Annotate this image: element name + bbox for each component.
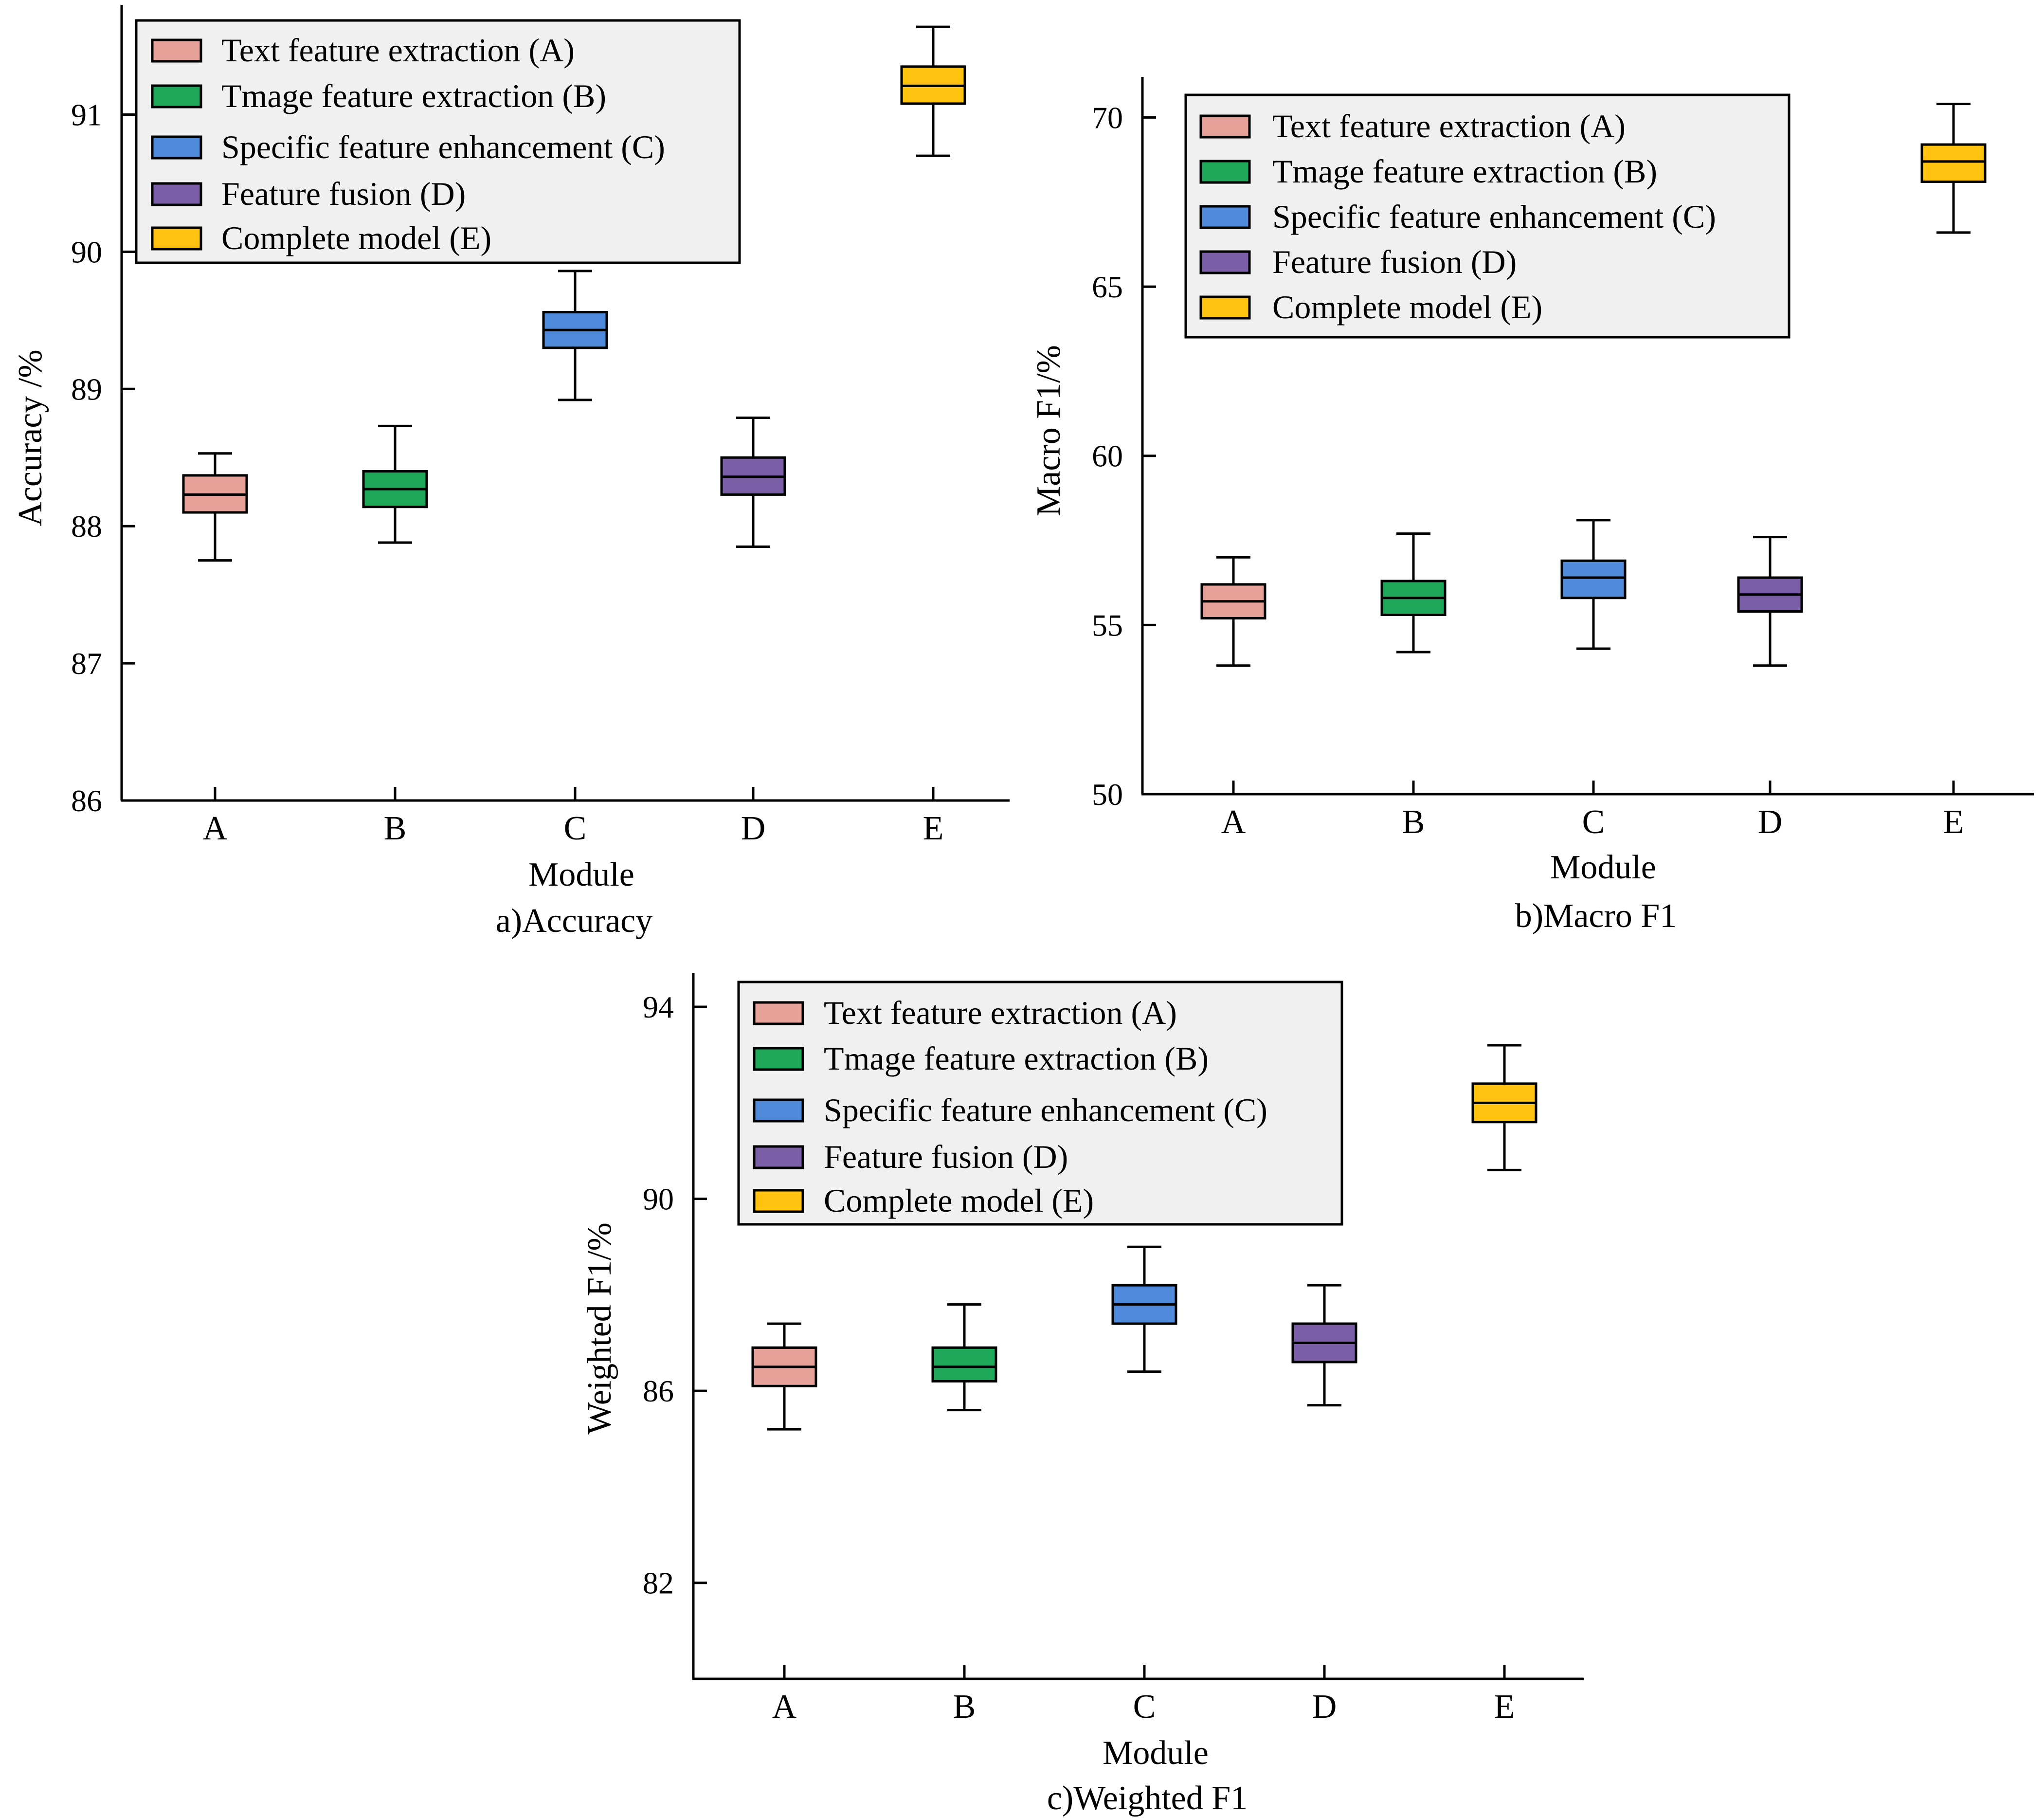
box-a bbox=[182, 452, 248, 562]
legend-swatch-e bbox=[151, 226, 202, 251]
x-tick-label: E bbox=[923, 810, 944, 847]
x-tick-label: A bbox=[1221, 803, 1246, 841]
legend-swatch-a bbox=[1199, 114, 1251, 139]
y-tick-label: 91 bbox=[71, 98, 102, 132]
legend-swatch-c bbox=[1199, 205, 1251, 229]
legend-swatch-e bbox=[1199, 295, 1251, 320]
legend-label-b: Tmage feature extraction (B) bbox=[1272, 153, 1657, 190]
y-tick-label: 70 bbox=[1092, 100, 1123, 135]
legend-label-a: Text feature extraction (A) bbox=[1272, 108, 1626, 145]
x-tick-label: B bbox=[384, 810, 407, 847]
legend-swatch-a bbox=[151, 38, 202, 63]
y-axis-title: Weighted F1/% bbox=[581, 1222, 618, 1435]
y-axis-title: Accuracy /% bbox=[12, 349, 49, 526]
x-tick-label: C bbox=[1133, 1688, 1156, 1726]
legend-label-e: Complete model (E) bbox=[221, 219, 491, 256]
macro-f1-panel: 50 55 60 65 70 A B C D E Macro F1/% Module b)Macro F… bbox=[1030, 77, 2034, 935]
box-a bbox=[751, 1322, 817, 1431]
legend-label-e: Complete model (E) bbox=[824, 1182, 1094, 1219]
legend-label-c: Specific feature enhancement (C) bbox=[824, 1091, 1267, 1128]
y-tick-label: 94 bbox=[643, 990, 674, 1024]
y-tick-label: 50 bbox=[1092, 777, 1123, 812]
box-d bbox=[1737, 536, 1803, 667]
x-axis-title: Module bbox=[528, 856, 634, 893]
box-e bbox=[1920, 103, 1987, 234]
x-axis-title: Module bbox=[1103, 1734, 1209, 1772]
x-tick-label: E bbox=[1943, 803, 1964, 841]
box-d bbox=[720, 417, 786, 548]
box-iqr bbox=[1920, 143, 1987, 183]
legend-box bbox=[737, 981, 1343, 1226]
legend-swatch-b bbox=[753, 1047, 804, 1071]
box-d bbox=[1291, 1284, 1357, 1407]
y-tick-label: 90 bbox=[643, 1182, 674, 1217]
box-b bbox=[362, 424, 428, 544]
y-tick-label: 89 bbox=[71, 372, 102, 406]
x-tick-label: D bbox=[741, 810, 766, 847]
x-tick-label: B bbox=[953, 1688, 976, 1726]
panel-caption: a)Accuracy bbox=[496, 902, 653, 940]
x-tick-label: A bbox=[772, 1688, 797, 1726]
legend-label-d: Feature fusion (D) bbox=[824, 1138, 1068, 1175]
legend-label-d: Feature fusion (D) bbox=[1272, 243, 1517, 280]
legend-swatch-d bbox=[1199, 250, 1251, 274]
box-a bbox=[1200, 556, 1266, 667]
legend-label-e: Complete model (E) bbox=[1272, 289, 1542, 326]
legend-label-b: Tmage feature extraction (B) bbox=[824, 1040, 1209, 1077]
legend-swatch-b bbox=[1199, 160, 1251, 184]
x-axis-title: Module bbox=[1550, 849, 1656, 886]
legend-swatch-d bbox=[753, 1145, 804, 1169]
legend: Text feature extraction (A) Tmage feature… bbox=[737, 981, 1343, 1226]
box-b bbox=[931, 1303, 997, 1412]
legend-swatch-a bbox=[753, 1001, 804, 1025]
legend-swatch-c bbox=[151, 135, 202, 160]
panel-caption: c)Weighted F1 bbox=[1047, 1780, 1248, 1817]
box-c bbox=[1111, 1245, 1177, 1373]
box-c bbox=[542, 270, 608, 401]
legend: Text feature extraction (A) Tmage feature… bbox=[135, 19, 741, 264]
y-tick-label: 82 bbox=[643, 1566, 674, 1601]
legend-label-a: Text feature extraction (A) bbox=[221, 32, 575, 69]
y-tick-label: 87 bbox=[71, 646, 102, 681]
box-iqr bbox=[931, 1346, 997, 1382]
box-b bbox=[1380, 532, 1447, 654]
legend-label-c: Specific feature enhancement (C) bbox=[1272, 198, 1716, 235]
box-e bbox=[1471, 1044, 1538, 1171]
x-tick-label: C bbox=[564, 810, 587, 847]
y-tick-label: 55 bbox=[1092, 608, 1123, 642]
x-tick-label: A bbox=[203, 810, 228, 847]
legend-swatch-c bbox=[753, 1098, 804, 1123]
x-tick-label: E bbox=[1494, 1688, 1515, 1726]
legend-box bbox=[135, 19, 741, 264]
y-tick-label: 88 bbox=[71, 509, 102, 544]
weighted-f1-panel: 82 86 90 94 A B C D E Weighted F1/% Module c)Weight… bbox=[581, 973, 1584, 1817]
x-tick-label: D bbox=[1312, 1688, 1337, 1726]
y-axis-title: Macro F1/% bbox=[1030, 345, 1067, 516]
legend-label-d: Feature fusion (D) bbox=[221, 175, 466, 212]
legend-label-c: Specific feature enhancement (C) bbox=[221, 128, 665, 165]
y-tick-label: 65 bbox=[1092, 270, 1123, 304]
legend-swatch-b bbox=[151, 84, 202, 109]
x-tick-label: C bbox=[1582, 803, 1605, 841]
panel-caption: b)Macro F1 bbox=[1515, 897, 1677, 935]
y-tick-label: 86 bbox=[643, 1374, 674, 1408]
legend-label-a: Text feature extraction (A) bbox=[824, 994, 1177, 1031]
y-tick-label: 90 bbox=[71, 235, 102, 269]
legend-swatch-e bbox=[753, 1189, 804, 1213]
legend-label-b: Tmage feature extraction (B) bbox=[221, 77, 606, 114]
y-tick-label: 86 bbox=[71, 783, 102, 818]
y-tick-label: 60 bbox=[1092, 439, 1123, 473]
box-c bbox=[1560, 519, 1627, 650]
box-e bbox=[900, 25, 966, 157]
accuracy-panel: 86 87 88 89 90 91 A B C D E Accuracy /% Module a)Accu… bbox=[12, 5, 1010, 940]
x-tick-label: D bbox=[1758, 803, 1783, 841]
x-tick-label: B bbox=[1402, 803, 1425, 841]
legend-box bbox=[1184, 93, 1791, 339]
legend-swatch-d bbox=[151, 182, 202, 206]
box-iqr bbox=[1560, 559, 1627, 600]
legend: Text feature extraction (A) Tmage feature… bbox=[1184, 93, 1791, 339]
